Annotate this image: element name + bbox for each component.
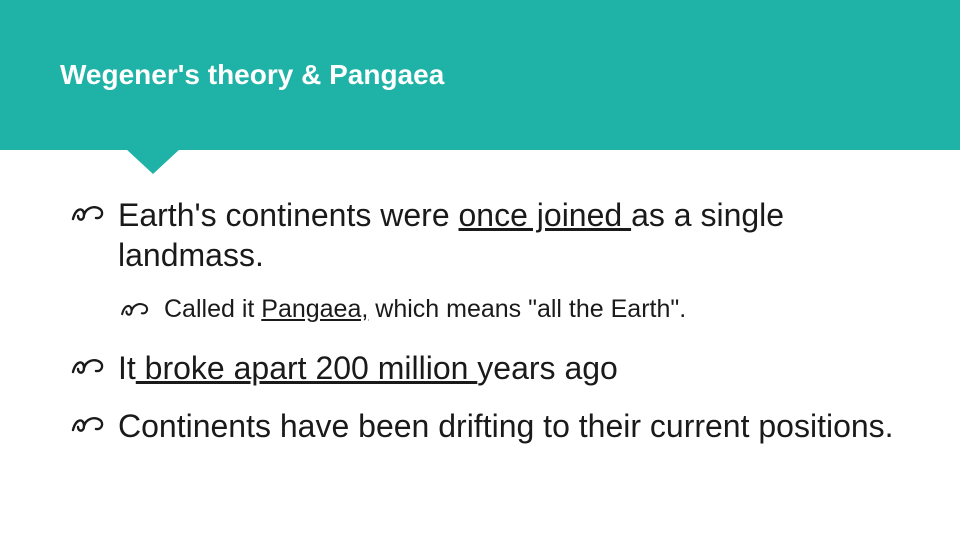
bullet-2-underlined: broke apart 200 million <box>136 350 478 386</box>
header-arrow-icon <box>125 148 181 174</box>
flourish-icon <box>70 410 106 438</box>
bullet-1-underlined: once joined <box>459 197 632 233</box>
flourish-icon <box>70 352 106 380</box>
bullet-1a-post: which means "all the Earth". <box>368 295 686 323</box>
bullet-2-pre: It <box>118 350 136 386</box>
bullet-2: It broke apart 200 million years ago <box>70 348 920 388</box>
bullet-1a-pre: Called it <box>164 295 261 323</box>
slide-body: Earth's continents were once joined as a… <box>0 150 960 446</box>
bullet-1-pre: Earth's continents were <box>118 197 459 233</box>
slide: Wegener's theory & Pangaea Earth's conti… <box>0 0 960 540</box>
flourish-icon <box>70 199 106 227</box>
bullet-1: Earth's continents were once joined as a… <box>70 195 920 275</box>
slide-title: Wegener's theory & Pangaea <box>60 59 444 91</box>
flourish-icon <box>118 297 154 325</box>
bullet-3: Continents have been drifting to their c… <box>70 406 920 446</box>
bullet-3-text: Continents have been drifting to their c… <box>118 408 894 444</box>
slide-header: Wegener's theory & Pangaea <box>0 0 960 150</box>
bullet-1a-underlined: Pangaea, <box>261 295 368 323</box>
bullet-2-post: years ago <box>477 350 618 386</box>
bullet-1a: Called it Pangaea, which means "all the … <box>118 293 920 326</box>
